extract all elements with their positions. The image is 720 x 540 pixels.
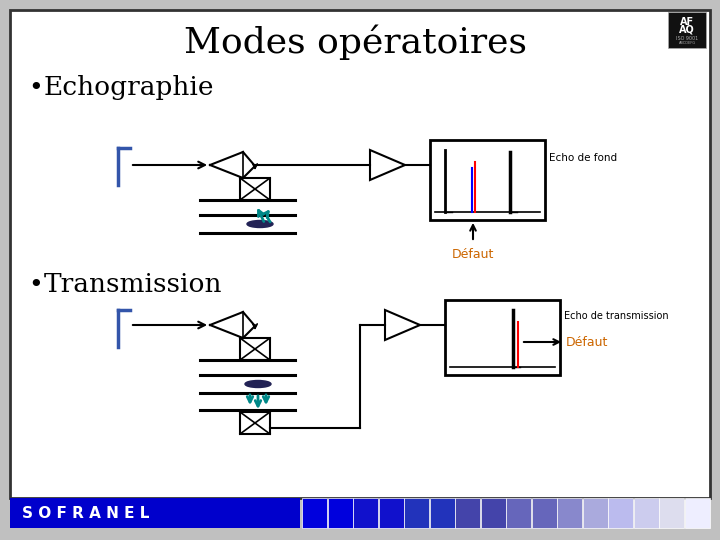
Bar <box>404 498 429 528</box>
Bar <box>506 498 531 528</box>
Bar <box>685 498 709 528</box>
Bar <box>634 498 659 528</box>
Text: •: • <box>28 273 42 297</box>
Bar <box>531 498 557 528</box>
Bar <box>353 498 378 528</box>
Bar <box>240 338 270 360</box>
Bar <box>668 12 706 48</box>
Bar <box>379 498 403 528</box>
Bar <box>240 178 270 200</box>
Bar <box>445 300 560 375</box>
Text: AQ: AQ <box>679 25 695 35</box>
Text: Echo de fond: Echo de fond <box>549 153 617 163</box>
Bar <box>10 498 300 528</box>
Text: Echo de transmission: Echo de transmission <box>564 311 669 321</box>
Polygon shape <box>370 150 405 180</box>
Bar <box>302 498 327 528</box>
Text: ABCDEFG: ABCDEFG <box>678 41 696 45</box>
Bar <box>557 498 582 528</box>
Bar <box>480 498 505 528</box>
Ellipse shape <box>247 220 273 227</box>
Text: S O F R A N E L: S O F R A N E L <box>22 505 149 521</box>
Bar <box>582 498 608 528</box>
Text: Echographie: Echographie <box>44 76 215 100</box>
Text: Modes opératoires: Modes opératoires <box>184 24 526 60</box>
Bar <box>240 412 270 434</box>
Bar <box>430 140 545 220</box>
Text: Transmission: Transmission <box>44 273 222 298</box>
Text: AF: AF <box>680 17 694 27</box>
Bar <box>608 498 633 528</box>
Bar <box>659 498 684 528</box>
Text: Défaut: Défaut <box>452 248 494 261</box>
Text: •: • <box>28 76 42 100</box>
Text: ISO 9001: ISO 9001 <box>676 36 698 40</box>
Bar <box>328 498 353 528</box>
Ellipse shape <box>245 381 271 388</box>
Text: Défaut: Défaut <box>566 335 608 348</box>
Polygon shape <box>385 310 420 340</box>
Bar <box>430 498 454 528</box>
Bar <box>455 498 480 528</box>
